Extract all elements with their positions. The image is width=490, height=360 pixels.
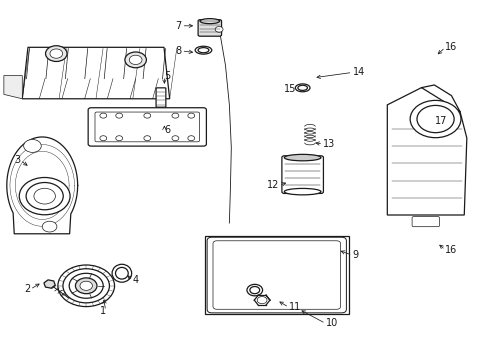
Circle shape — [24, 139, 41, 152]
Text: 16: 16 — [445, 245, 458, 255]
Ellipse shape — [284, 154, 321, 161]
Circle shape — [250, 287, 260, 294]
Circle shape — [247, 284, 263, 296]
Text: 1: 1 — [99, 306, 106, 316]
FancyBboxPatch shape — [282, 156, 323, 193]
Ellipse shape — [295, 84, 310, 92]
Ellipse shape — [284, 188, 321, 195]
Circle shape — [417, 105, 454, 133]
Circle shape — [80, 281, 93, 291]
Ellipse shape — [112, 264, 132, 282]
Polygon shape — [387, 87, 467, 215]
Circle shape — [144, 136, 151, 141]
Text: 11: 11 — [289, 302, 301, 312]
Ellipse shape — [298, 85, 307, 90]
Ellipse shape — [200, 19, 220, 24]
Circle shape — [116, 136, 122, 141]
Circle shape — [63, 269, 109, 303]
Text: 17: 17 — [435, 116, 447, 126]
Circle shape — [69, 273, 103, 298]
FancyBboxPatch shape — [156, 88, 166, 107]
Text: 8: 8 — [175, 46, 181, 56]
Ellipse shape — [195, 46, 212, 54]
Ellipse shape — [198, 48, 209, 53]
Circle shape — [75, 278, 97, 294]
FancyBboxPatch shape — [198, 20, 221, 36]
Text: 12: 12 — [267, 180, 279, 190]
Circle shape — [188, 136, 195, 141]
Circle shape — [46, 46, 67, 62]
Circle shape — [215, 27, 223, 32]
Circle shape — [34, 188, 55, 204]
Text: 10: 10 — [326, 319, 338, 328]
Circle shape — [172, 113, 179, 118]
FancyBboxPatch shape — [88, 108, 206, 146]
Circle shape — [50, 49, 63, 58]
FancyBboxPatch shape — [412, 217, 440, 227]
Circle shape — [58, 265, 115, 307]
Polygon shape — [4, 76, 22, 99]
Circle shape — [410, 100, 461, 138]
Circle shape — [19, 177, 70, 215]
Circle shape — [172, 136, 179, 141]
Circle shape — [144, 113, 151, 118]
Text: 9: 9 — [352, 250, 359, 260]
Circle shape — [125, 52, 147, 68]
Circle shape — [65, 270, 107, 301]
Text: 15: 15 — [284, 84, 296, 94]
Circle shape — [257, 297, 267, 304]
FancyBboxPatch shape — [205, 237, 349, 314]
Text: 3: 3 — [14, 155, 20, 165]
Text: 13: 13 — [323, 139, 336, 149]
Text: 14: 14 — [352, 67, 365, 77]
Ellipse shape — [116, 267, 128, 279]
Circle shape — [188, 113, 195, 118]
Circle shape — [100, 136, 107, 141]
Circle shape — [42, 221, 57, 232]
Text: 5: 5 — [164, 71, 171, 81]
Text: 4: 4 — [133, 275, 139, 285]
Text: 2: 2 — [24, 284, 30, 294]
Circle shape — [26, 183, 63, 210]
Circle shape — [116, 113, 122, 118]
Text: 16: 16 — [445, 42, 458, 52]
Polygon shape — [22, 47, 170, 99]
Circle shape — [100, 113, 107, 118]
Circle shape — [129, 55, 142, 64]
Text: 6: 6 — [164, 125, 171, 135]
Text: 7: 7 — [175, 21, 181, 31]
